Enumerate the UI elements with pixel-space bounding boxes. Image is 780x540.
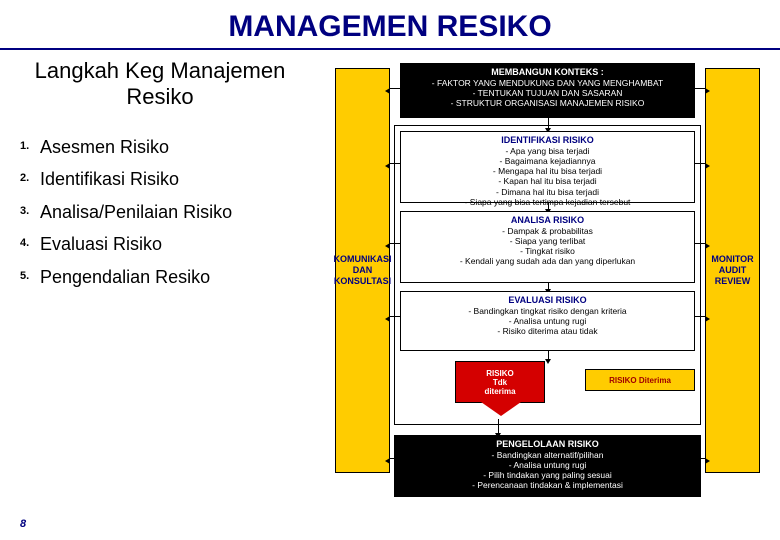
box-body: - Bandingkan alternatif/pilihan- Analisa… bbox=[401, 450, 694, 491]
list-number: 5. bbox=[20, 266, 40, 282]
box-title: PENGELOLAAN RISIKO bbox=[401, 439, 694, 450]
box-analyse: ANALISA RISIKO - Dampak & probabilitas- … bbox=[400, 211, 695, 283]
box-identify: IDENTIFIKASI RISIKO - Apa yang bisa terj… bbox=[400, 131, 695, 203]
sidebar-right-label: MONITORAUDITREVIEW bbox=[711, 254, 753, 286]
list-item: 1.Asesmen Risiko bbox=[20, 136, 300, 159]
subtitle: Langkah Keg Manajemen Resiko bbox=[20, 58, 300, 111]
content-row: Langkah Keg Manajemen Resiko 1.Asesmen R… bbox=[0, 58, 780, 528]
list-number: 3. bbox=[20, 201, 40, 217]
arrow-down-icon bbox=[548, 351, 549, 359]
arrow-down-icon bbox=[548, 203, 549, 209]
red-label: RISIKOTdkditerima bbox=[484, 369, 515, 396]
left-column: Langkah Keg Manajemen Resiko 1.Asesmen R… bbox=[0, 58, 310, 528]
box-evaluate: EVALUASI RISIKO - Bandingkan tingkat ris… bbox=[400, 291, 695, 351]
arrow-down-icon bbox=[548, 283, 549, 289]
box-body: - FAKTOR YANG MENDUKUNG DAN YANG MENGHAM… bbox=[407, 78, 688, 109]
decision-row: RISIKOTdkditerima RISIKO Diterima bbox=[400, 361, 695, 419]
list-item: 3.Analisa/Penilaian Risiko bbox=[20, 201, 300, 224]
box-title: MEMBANGUN KONTEKS : bbox=[407, 67, 688, 78]
list-item: 5.Pengendalian Resiko bbox=[20, 266, 300, 289]
arrow-down-icon bbox=[498, 419, 499, 433]
arrow-icon bbox=[695, 88, 705, 89]
list-text: Evaluasi Risiko bbox=[40, 233, 300, 256]
list-text: Analisa/Penilaian Risiko bbox=[40, 201, 300, 224]
box-title: ANALISA RISIKO bbox=[407, 215, 688, 226]
list-number: 1. bbox=[20, 136, 40, 152]
list-number: 2. bbox=[20, 168, 40, 184]
box-manage: PENGELOLAAN RISIKO - Bandingkan alternat… bbox=[394, 435, 701, 497]
sidebar-left: KOMUNIKASIDANKONSULTASI bbox=[335, 68, 390, 473]
list-item: 2.Identifikasi Risiko bbox=[20, 168, 300, 191]
box-title: EVALUASI RISIKO bbox=[407, 295, 688, 306]
box-body: - Dampak & probabilitas- Siapa yang terl… bbox=[407, 226, 688, 267]
center-column: MEMBANGUN KONTEKS : - FAKTOR YANG MENDUK… bbox=[400, 63, 695, 523]
list-text: Pengendalian Resiko bbox=[40, 266, 300, 289]
steps-list: 1.Asesmen Risiko 2.Identifikasi Risiko 3… bbox=[20, 136, 300, 289]
title-divider bbox=[0, 48, 780, 50]
list-text: Identifikasi Risiko bbox=[40, 168, 300, 191]
sidebar-left-label: KOMUNIKASIDANKONSULTASI bbox=[334, 254, 392, 286]
box-body: - Bandingkan tingkat risiko dengan krite… bbox=[407, 306, 688, 337]
box-body: - Apa yang bisa terjadi- Bagaimana kejad… bbox=[407, 146, 688, 207]
risk-not-accepted: RISIKOTdkditerima bbox=[455, 361, 545, 403]
slide-number: 8 bbox=[20, 518, 26, 530]
list-item: 4.Evaluasi Risiko bbox=[20, 233, 300, 256]
risk-accepted: RISIKO Diterima bbox=[585, 369, 695, 391]
page-title: MANAGEMEN RESIKO bbox=[0, 0, 780, 48]
flowchart: KOMUNIKASIDANKONSULTASI MONITORAUDITREVI… bbox=[310, 58, 770, 528]
box-title: IDENTIFIKASI RISIKO bbox=[407, 135, 688, 146]
list-text: Asesmen Risiko bbox=[40, 136, 300, 159]
sidebar-right: MONITORAUDITREVIEW bbox=[705, 68, 760, 473]
arrow-icon bbox=[390, 88, 400, 89]
box-context: MEMBANGUN KONTEKS : - FAKTOR YANG MENDUK… bbox=[400, 63, 695, 118]
list-number: 4. bbox=[20, 233, 40, 249]
